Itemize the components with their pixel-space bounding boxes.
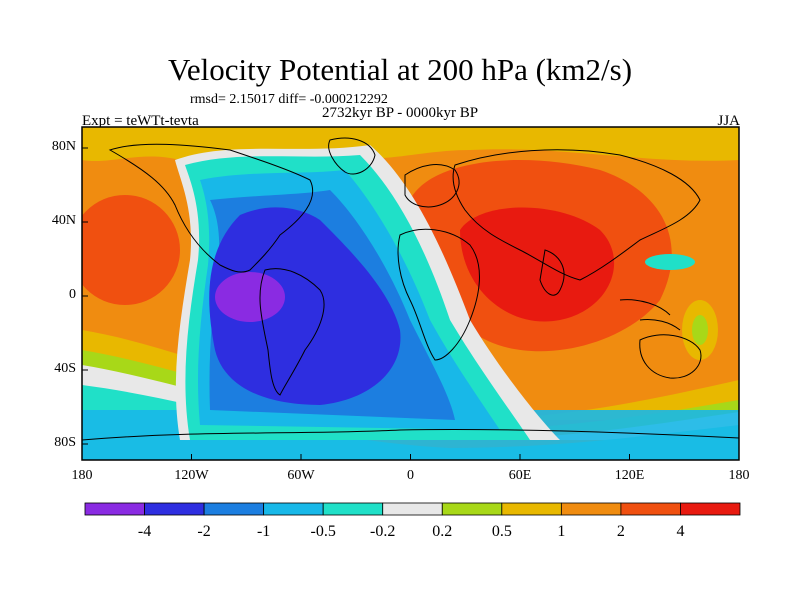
lon-tick-label: 60W [287, 468, 315, 483]
coastlines [82, 137, 739, 441]
lon-tick-label: 120E [614, 468, 645, 483]
colorbar-label: 0.5 [491, 523, 512, 540]
colorbar-swatch [560, 502, 622, 516]
rmsd-diff-stats: rmsd= 2.15017 diff= -0.000212292 [190, 92, 388, 107]
lat-tick-label: 80S [54, 435, 76, 450]
lat-tick-label: 40N [51, 213, 76, 228]
lat-tick-label: 0 [69, 287, 76, 302]
colorbar-label: 1 [557, 523, 566, 540]
colorbar-label: -0.5 [310, 523, 336, 540]
colorbar-swatch [322, 502, 384, 516]
colorbar-swatch [382, 502, 443, 516]
colorbar-label: 2 [616, 523, 625, 540]
colorbar [84, 502, 741, 516]
lon-tick-label: 180 [728, 468, 750, 483]
colorbar-swatch [263, 502, 324, 516]
colorbar-swatch [501, 502, 562, 516]
experiment-label: Expt = teWTt-tevta [82, 113, 199, 129]
contour-fill-layer [82, 127, 739, 460]
colorbar-swatch [680, 502, 741, 516]
colorbar-swatch [84, 502, 145, 516]
colorbar-swatch [441, 502, 503, 516]
lon-tick-label: 120W [174, 468, 209, 483]
period-label: 2732kyr BP - 0000kyr BP [322, 105, 479, 121]
colorbar-label: -0.2 [370, 523, 396, 540]
colorbar-label: 0.2 [432, 523, 453, 540]
lon-tick-label: 180 [71, 468, 93, 483]
colorbar-label: -1 [256, 523, 271, 540]
colorbar-label: 4 [676, 523, 685, 540]
lon-tick-label: 60E [508, 468, 532, 483]
colorbar-swatch [203, 502, 265, 516]
colorbar-swatch [144, 502, 205, 516]
lon-tick-label: 0 [407, 468, 414, 483]
colorbar-swatch [620, 502, 681, 516]
lat-tick-label: 40S [54, 361, 76, 376]
lat-tick-label: 80N [51, 139, 76, 154]
chart-title: Velocity Potential at 200 hPa (km2/s) [167, 52, 633, 87]
colorbar-label: -2 [197, 523, 211, 540]
season-label: JJA [717, 113, 740, 129]
colorbar-label: -4 [137, 523, 152, 540]
